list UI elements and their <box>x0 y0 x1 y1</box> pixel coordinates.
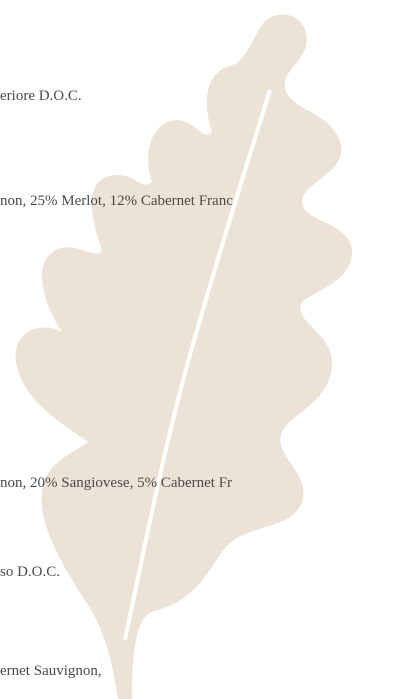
text-line: ernet Sauvignon, <box>0 663 102 679</box>
text-line: non, 25% Merlot, 12% Cabernet Franc <box>0 193 233 209</box>
text-line: non, 20% Sangiovese, 5% Cabernet Fr <box>0 475 232 491</box>
text-line: eriore D.O.C. <box>0 88 82 104</box>
screen: eriore D.O.C. non, 25% Merlot, 12% Caber… <box>0 0 401 699</box>
page: {"lines": ["eriore D.O.C.", "non, 25% Me… <box>0 0 401 699</box>
leaf-illustration <box>16 14 352 699</box>
text-line: so D.O.C. <box>0 564 60 580</box>
leaf <box>16 14 352 699</box>
